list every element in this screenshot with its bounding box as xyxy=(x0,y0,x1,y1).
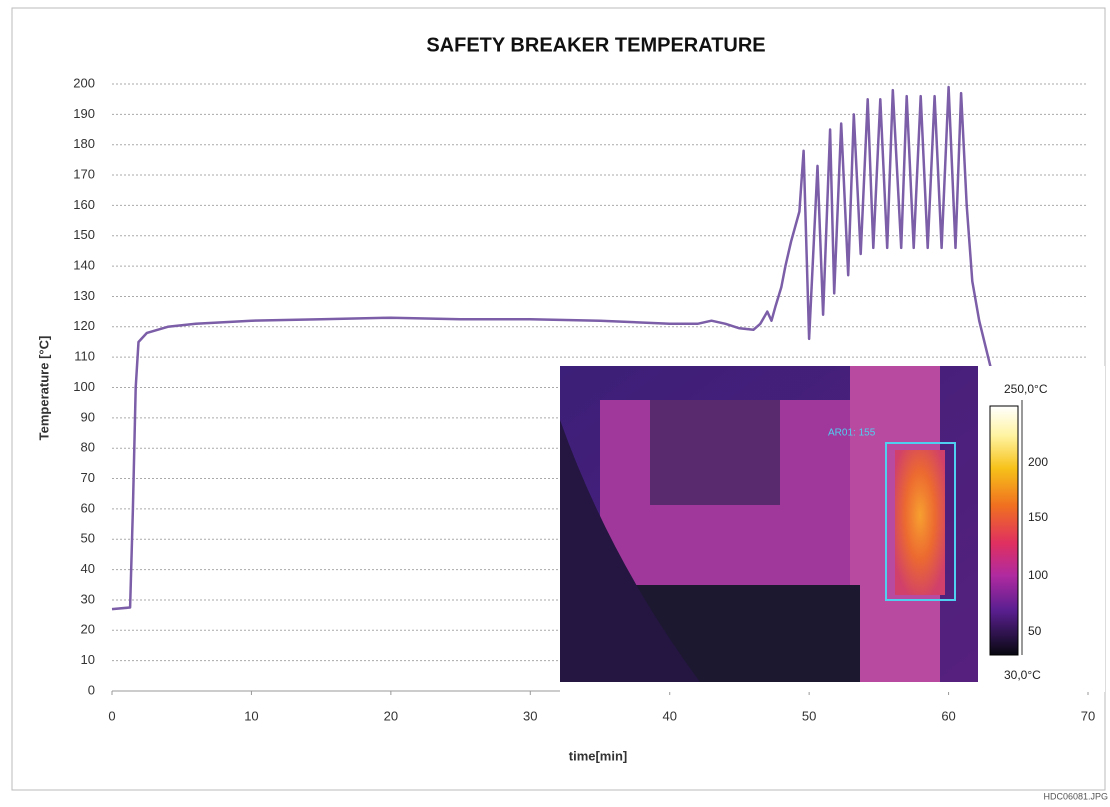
y-tick-label: 140 xyxy=(73,258,95,273)
color-scale-label: 100 xyxy=(1028,568,1048,582)
color-scale-label: 50 xyxy=(1028,624,1042,638)
y-tick-label: 80 xyxy=(81,440,95,455)
y-tick-label: 110 xyxy=(74,349,95,364)
y-tick-label: 60 xyxy=(81,500,95,515)
y-tick-label: 40 xyxy=(81,561,95,576)
x-tick-label: 40 xyxy=(662,708,676,723)
thermal-region xyxy=(560,420,700,682)
plot xyxy=(111,85,992,611)
roi-label: AR01: 155 xyxy=(828,428,876,439)
y-tick-label: 70 xyxy=(81,470,95,485)
y-tick-label: 120 xyxy=(73,318,95,333)
color-scale-label: 150 xyxy=(1028,510,1048,524)
y-tick-label: 90 xyxy=(81,409,95,424)
color-scale-label: 250,0°C xyxy=(1004,382,1048,396)
y-tick-label: 190 xyxy=(73,106,95,121)
y-tick-label: 100 xyxy=(73,379,95,394)
y-tick-label: 20 xyxy=(81,622,95,637)
line-series xyxy=(111,85,992,611)
x-tick-label: 60 xyxy=(941,708,955,723)
inset: AR01: 155 250,0°C 200 150 100 50 30,0°C xyxy=(560,366,1105,692)
color-scale xyxy=(989,405,1019,656)
color-scale-label: 200 xyxy=(1028,455,1048,469)
footer: HDC06081.JPG xyxy=(1043,791,1108,801)
x-tick-label: 30 xyxy=(523,708,537,723)
y-tick-label: 130 xyxy=(73,288,95,303)
y-tick-label: 170 xyxy=(73,166,95,181)
y-tick-label: 50 xyxy=(81,531,95,546)
y-tick-label: 30 xyxy=(81,591,95,606)
roi-box xyxy=(885,442,956,601)
x-tick-label: 70 xyxy=(1081,708,1095,723)
hot-spot xyxy=(895,450,945,595)
y-tick-label: 160 xyxy=(73,197,95,212)
x-tick-label: 50 xyxy=(802,708,816,723)
thermal-region xyxy=(650,400,780,505)
x-tick-label: 20 xyxy=(384,708,398,723)
y-axis-label: Temperature [°C] xyxy=(36,336,51,441)
color-scale-label: 30,0°C xyxy=(1004,668,1041,682)
y-tick-label: 180 xyxy=(73,136,95,151)
chart-title: SAFETY BREAKER TEMPERATURE xyxy=(426,34,765,56)
x-tick-label: 0 xyxy=(108,708,115,723)
y-tick-label: 10 xyxy=(81,652,95,667)
y-tick-label: 200 xyxy=(73,75,95,90)
x-axis-label: time[min] xyxy=(569,748,628,763)
y-tick-label: 0 xyxy=(88,682,95,697)
x-tick-label: 10 xyxy=(244,708,258,723)
y-tick-label: 150 xyxy=(73,227,95,242)
